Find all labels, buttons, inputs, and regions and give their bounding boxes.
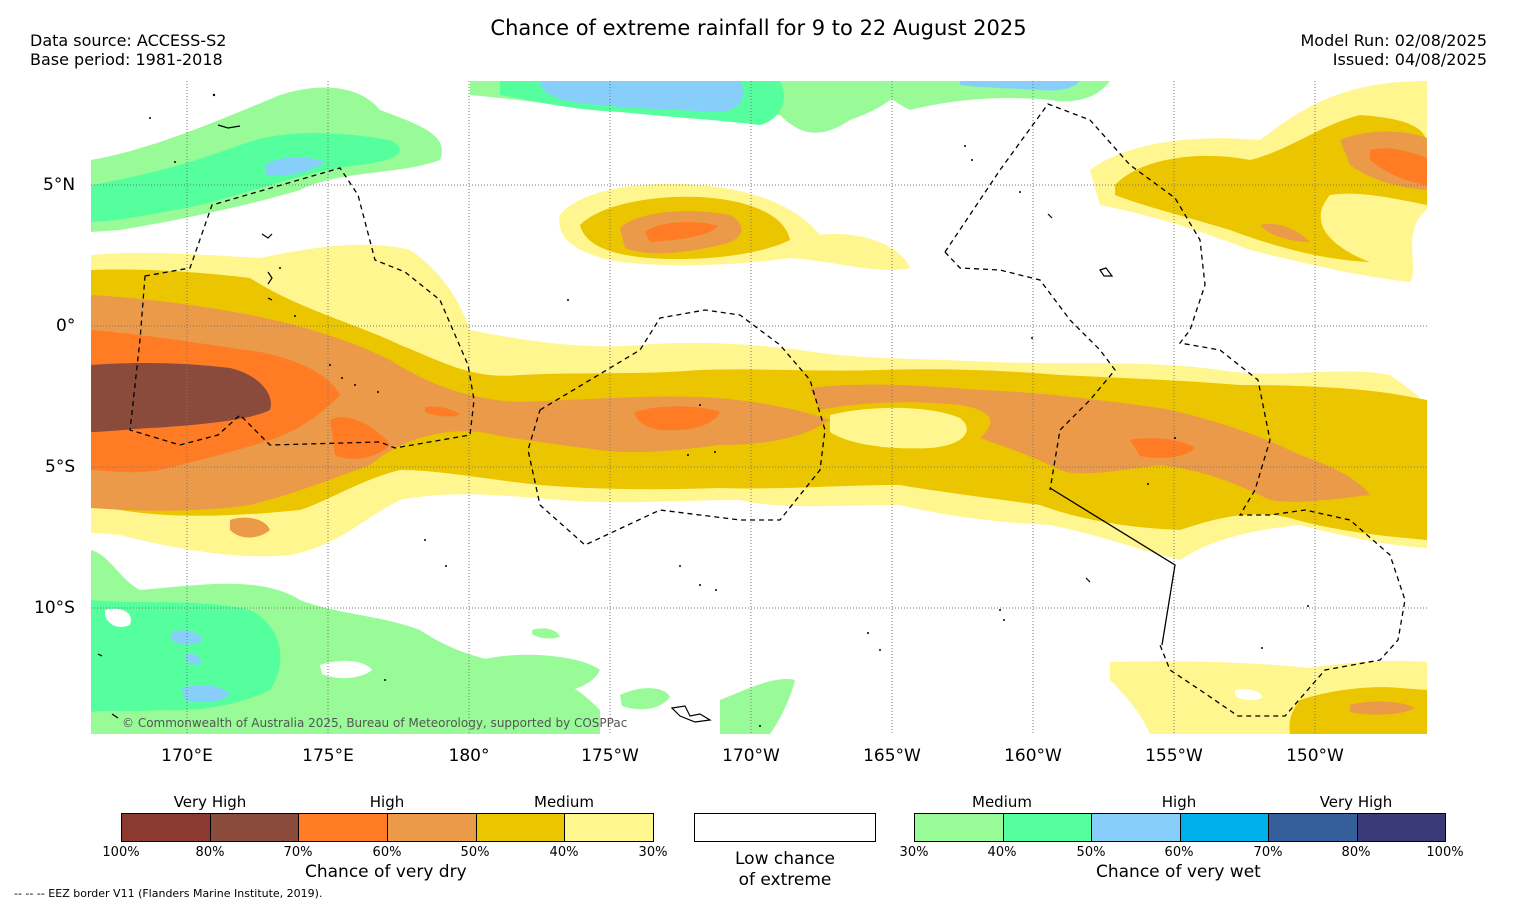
legend-dry-tick: 50%: [460, 845, 490, 860]
model-run: Model Run: 02/08/2025: [1300, 31, 1488, 50]
lon-label-170e: 170°E: [161, 746, 213, 766]
wet-medium-south-c: [620, 688, 670, 710]
wet-medium-south-e: [532, 628, 560, 639]
islands: [97, 124, 1114, 723]
dry-60-band-b: [330, 417, 390, 459]
low-chance-south-a: [320, 660, 372, 679]
dry-50-south-east: [1350, 701, 1415, 715]
legend-dry-swatch-1: [209, 813, 300, 842]
legend-wet-tick: 70%: [1253, 845, 1283, 860]
legend-low-chance-swatch: [694, 813, 876, 842]
legend-wet-tick: 100%: [1426, 845, 1464, 860]
legend-wet-swatch-5: [1356, 813, 1446, 842]
dry-60-centre: [635, 406, 720, 431]
legend-low-line2: of extreme: [738, 870, 832, 890]
legend-wet-swatch-3: [1179, 813, 1269, 842]
base-period: Base period: 1981-2018: [30, 50, 223, 69]
legend-dry-header-very-high: Very High: [173, 793, 247, 811]
legend-dry-swatch-4: [475, 813, 566, 842]
dry-50-band-east: [810, 384, 1370, 502]
graticule: [91, 81, 1427, 734]
lat-label-10s: 10°S: [34, 598, 75, 618]
legend-wet-header-medium: Medium: [972, 793, 1032, 811]
legend-wet-swatch-2: [1091, 813, 1181, 842]
legend-dry-tick: 70%: [283, 845, 313, 860]
dry-50-north-east-b: [1260, 223, 1310, 242]
wet-vhigh-south-west-c: [185, 653, 202, 665]
eez-borders: [129, 103, 1406, 717]
lon-label-155w: 155°W: [1145, 746, 1203, 766]
island-dots: [149, 93, 1309, 727]
meta-left: Data source: ACCESS-S2 Base period: 1981…: [30, 31, 226, 69]
dry-60-band-d: [425, 406, 460, 417]
legend-dry-title: Chance of very dry: [305, 862, 467, 882]
legend-wet-swatch-1: [1002, 813, 1092, 842]
legend-low-line1: Low chance: [735, 849, 835, 869]
low-chance-south-b: [105, 608, 131, 627]
map-title: Chance of extreme rainfall for 9 to 22 A…: [490, 16, 1027, 40]
legend-wet-header-high: High: [1161, 793, 1197, 811]
legend-dry-header-medium: Medium: [534, 793, 594, 811]
wet-medium-south-b: [480, 654, 600, 692]
legend-wet-tick: 40%: [987, 845, 1017, 860]
lon-label-165w: 165°W: [863, 746, 921, 766]
wet-top-right-b: [960, 81, 1080, 91]
wet-vhigh-north-west: [265, 157, 325, 176]
wet-vhigh-south-west-b: [182, 684, 230, 703]
wet-vhigh-south-west-a: [172, 630, 203, 645]
eez-footnote: -- -- -- EEZ border V11 (Flanders Marine…: [14, 887, 323, 900]
lon-label-170w: 170°W: [722, 746, 780, 766]
low-chance-hole: [830, 407, 967, 449]
legend-wet-tick: 80%: [1341, 845, 1371, 860]
legend-wet-tick: 50%: [1076, 845, 1106, 860]
legend-wet-swatch-0: [914, 813, 1004, 842]
dry-50-band: [91, 295, 830, 511]
wet-high-north-west: [91, 133, 400, 222]
copyright-notice: © Commonwealth of Australia 2025, Bureau…: [122, 716, 628, 730]
lon-label-150w: 150°W: [1286, 746, 1344, 766]
legend-wet-header-very-high: Very High: [1319, 793, 1393, 811]
legend-wet-swatch-4: [1268, 813, 1358, 842]
legend-wet-tick: 60%: [1164, 845, 1194, 860]
dry-60-north-east: [1370, 148, 1427, 185]
dry-medium-south-east-b: [1235, 689, 1262, 701]
issued-date: Issued: 04/08/2025: [1332, 50, 1487, 69]
legend-dry-header-high: High: [369, 793, 405, 811]
lon-label-175w: 175°W: [581, 746, 639, 766]
legend-dry-tick: 30%: [638, 845, 668, 860]
legend-low-chance-label: Low chance of extreme: [694, 849, 876, 891]
lat-label-5n: 5°N: [43, 175, 76, 195]
data-source: Data source: ACCESS-S2: [30, 31, 227, 50]
solid-border: [1049, 487, 1176, 646]
legend-dry-tick: 40%: [549, 845, 579, 860]
lat-label-5s: 5°S: [45, 457, 76, 477]
legend-dry-swatch-5: [564, 813, 654, 842]
wet-medium-south-d: [720, 679, 795, 734]
legend-dry-swatch-0: [121, 813, 211, 842]
legend-dry-tick: 60%: [372, 845, 402, 860]
lon-label-180: 180°: [448, 746, 490, 766]
legend-dry-swatch-3: [387, 813, 477, 842]
lat-label-0: 0°: [56, 316, 76, 336]
lon-label-175e: 175°E: [302, 746, 354, 766]
legend-dry-tick: 100%: [102, 845, 140, 860]
dry-50-band-c: [230, 517, 270, 538]
meta-right: Model Run: 02/08/2025 Issued: 04/08/2025: [1301, 31, 1488, 69]
wet-vhigh-north-centre: [540, 81, 744, 112]
legend-dry-tick: 80%: [195, 845, 225, 860]
dry-60-east: [1130, 438, 1195, 458]
dry-60-centre-north: [645, 222, 718, 242]
dry-vhigh-band: [91, 363, 271, 432]
lon-label-160w: 160°W: [1004, 746, 1062, 766]
legend-dry-swatch-2: [298, 813, 388, 842]
legend-wet-title: Chance of very wet: [1096, 862, 1261, 882]
legend-wet-tick: 30%: [899, 845, 929, 860]
